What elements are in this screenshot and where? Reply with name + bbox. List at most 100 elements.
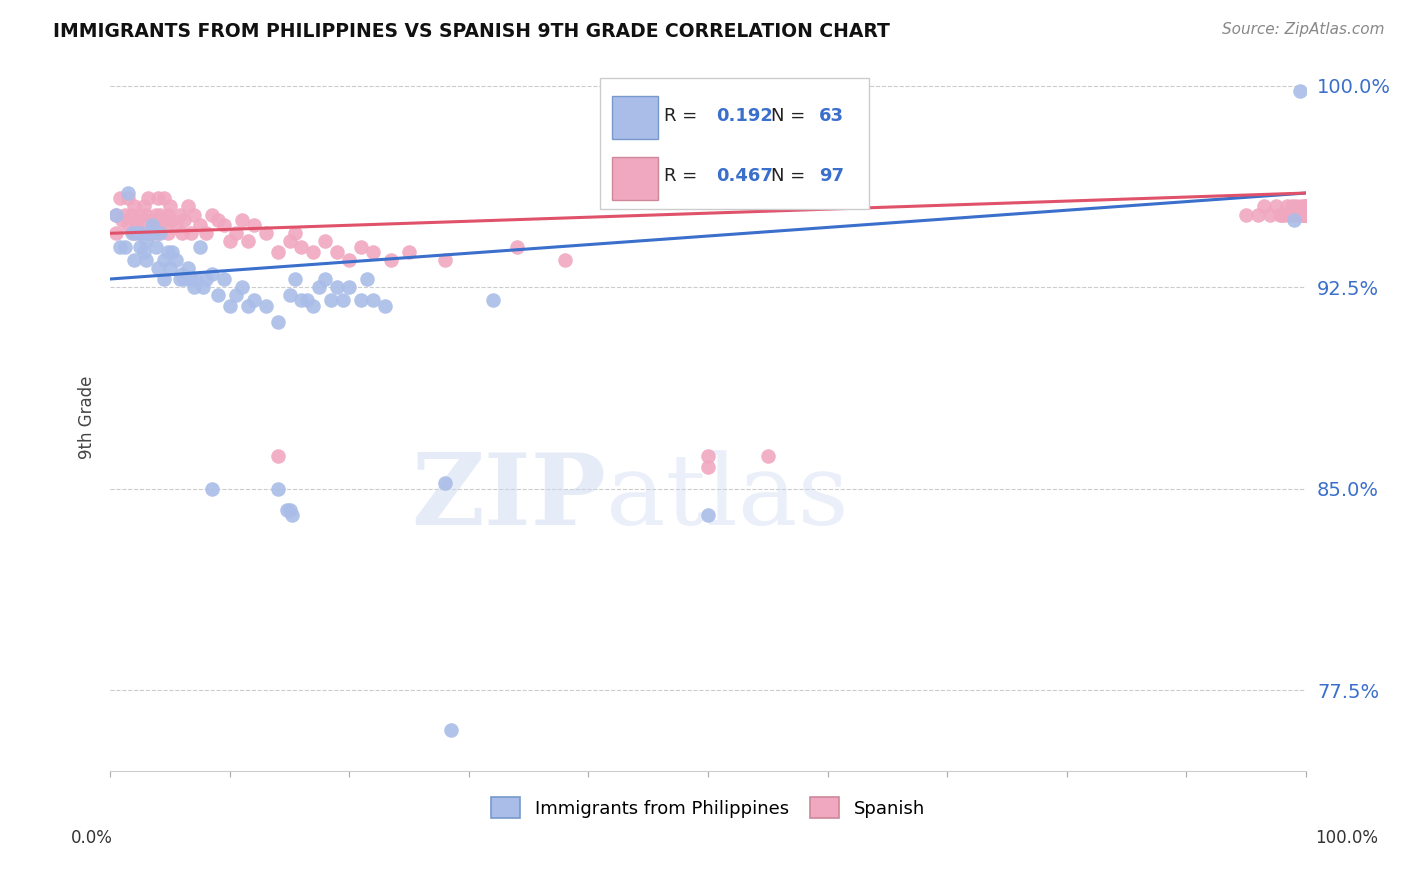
Point [314,235,336,249]
Point [433,253,456,268]
Point [201,267,224,281]
Point [302,245,325,260]
Point [141,227,163,241]
Point [201,207,224,221]
Point [125,219,148,233]
Point [145,240,167,254]
Point [121,227,143,241]
Point [180,227,202,241]
Point [337,280,360,294]
Point [117,186,139,200]
Point [141,219,163,233]
Point [145,207,167,221]
Point [153,191,176,205]
Point [297,293,319,308]
Point [105,227,128,241]
Point [1247,207,1270,221]
Point [138,191,160,205]
Point [266,450,288,464]
Point [159,199,181,213]
Point [1295,199,1317,213]
Point [1295,207,1317,221]
Point [162,213,184,227]
Text: 97: 97 [820,167,844,185]
FancyBboxPatch shape [613,95,658,139]
Text: 0.467: 0.467 [717,167,773,185]
Point [201,482,224,496]
Point [207,213,229,227]
Point [149,207,172,221]
Point [278,288,301,302]
Point [129,227,152,241]
Point [186,272,208,286]
Point [135,207,157,221]
Point [440,723,463,738]
Point [266,482,288,496]
Point [1285,199,1308,213]
Point [231,213,253,227]
Point [165,219,187,233]
Point [114,207,136,221]
FancyBboxPatch shape [613,157,658,201]
Point [146,191,169,205]
Point [121,207,143,221]
Point [125,227,148,241]
Point [132,219,155,233]
Point [321,293,343,308]
Point [266,245,288,260]
Point [356,272,378,286]
Point [266,315,288,329]
Point [361,293,384,308]
Point [165,253,187,268]
Point [1253,199,1275,213]
FancyBboxPatch shape [600,78,869,209]
Point [122,199,145,213]
Point [170,227,193,241]
Point [1258,207,1281,221]
Point [156,207,179,221]
Point [225,227,247,241]
Point [481,293,503,308]
Point [170,267,193,281]
Point [236,299,259,313]
Point [231,280,253,294]
Point [180,272,202,286]
Point [159,261,181,276]
Point [125,213,148,227]
Point [129,207,152,221]
Point [308,280,330,294]
Point [1289,84,1312,98]
Point [146,261,169,276]
Point [135,235,157,249]
Y-axis label: 9th Grade: 9th Grade [79,376,96,459]
Point [194,272,217,286]
Point [697,460,720,475]
Point [169,207,191,221]
Point [1295,207,1317,221]
Point [1295,199,1317,213]
Point [111,213,134,227]
Point [374,299,396,313]
Text: Source: ZipAtlas.com: Source: ZipAtlas.com [1222,22,1385,37]
Point [218,235,240,249]
Point [153,272,176,286]
Point [242,293,264,308]
Point [193,280,215,294]
Text: IMMIGRANTS FROM PHILIPPINES VS SPANISH 9TH GRADE CORRELATION CHART: IMMIGRANTS FROM PHILIPPINES VS SPANISH 9… [53,22,890,41]
Point [105,207,128,221]
Point [1294,199,1316,213]
Point [218,299,240,313]
Point [149,227,172,241]
Point [284,227,307,241]
Point [1268,207,1291,221]
Point [697,450,720,464]
Point [433,476,456,491]
Point [177,199,200,213]
Point [1282,213,1305,227]
Point [183,207,205,221]
Text: 100.0%: 100.0% [1316,829,1378,847]
Point [554,253,576,268]
Point [1289,207,1312,221]
Point [278,235,301,249]
Point [108,191,131,205]
